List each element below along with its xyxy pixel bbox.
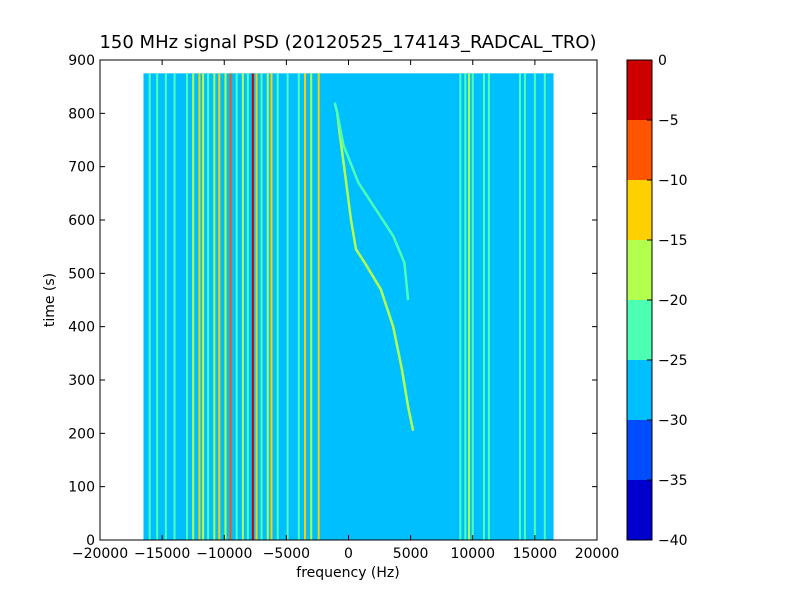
x-tick-label: 10000 [450,546,495,562]
y-tick-label: 500 [68,266,95,282]
y-tick-label: 0 [86,533,95,549]
colorbar-band [627,60,652,120]
x-tick-label: 15000 [513,546,558,562]
x-tick-label: −10000 [196,546,252,562]
colorbar-tick-label: −10 [658,173,688,189]
colorbar-band [627,420,652,480]
colorbar-ticks: 0 −5 −10 −15 −20 −25 −30 −35 −40 [647,53,688,549]
y-tick-label: 900 [68,53,95,69]
colorbar-tick-label: −5 [658,113,679,129]
colorbar-tick-label: −30 [658,413,688,429]
y-tick-label: 600 [68,213,95,229]
signal-curve [333,102,410,301]
plot-area [99,59,598,541]
y-tick-label: 400 [68,320,95,336]
colorbar-band [627,300,652,360]
y-tick-label: 200 [68,426,95,442]
x-tick-label: 5000 [393,546,429,562]
x-tick-label: −15000 [134,546,190,562]
colorbar: 0 −5 −10 −15 −20 −25 −30 −35 −40 [626,53,688,549]
heatmap-background [143,73,554,540]
colorbar-tick-label: −25 [658,353,688,369]
x-tick-label: 0 [344,546,353,562]
y-tick-label: 800 [68,106,95,122]
colorbar-tick-label: −35 [658,473,688,489]
x-tick-label: −5000 [263,546,310,562]
colorbar-tick-label: −15 [658,233,688,249]
y-axis: 0 100 200 300 400 500 600 700 800 900 [68,53,597,549]
x-axis-label: frequency (Hz) [296,565,399,581]
x-tick-label: −20000 [72,546,128,562]
y-tick-label: 700 [68,160,95,176]
colorbar-band [627,240,652,300]
colorbar-tick-label: −40 [658,533,688,549]
colorbar-band [627,360,652,420]
x-tick-label: 20000 [575,546,620,562]
x-axis: −20000 −15000 −10000 −5000 0 5000 10000 15000 20… [72,60,619,562]
signal-curve [336,113,415,431]
colorbar-tick-label: −20 [658,293,688,309]
chart-title: 150 MHz signal PSD (20120525_174143_RADC… [99,32,596,53]
colorbar-bands [627,60,652,540]
colorbar-band [627,480,652,540]
colorbar-band [627,120,652,180]
heatmap-layer [143,73,554,540]
colorbar-tick-label: 0 [658,53,667,69]
colorbar-band [627,180,652,240]
y-axis-label: time (s) [42,273,58,327]
y-tick-label: 300 [68,373,95,389]
y-tick-label: 100 [68,480,95,496]
